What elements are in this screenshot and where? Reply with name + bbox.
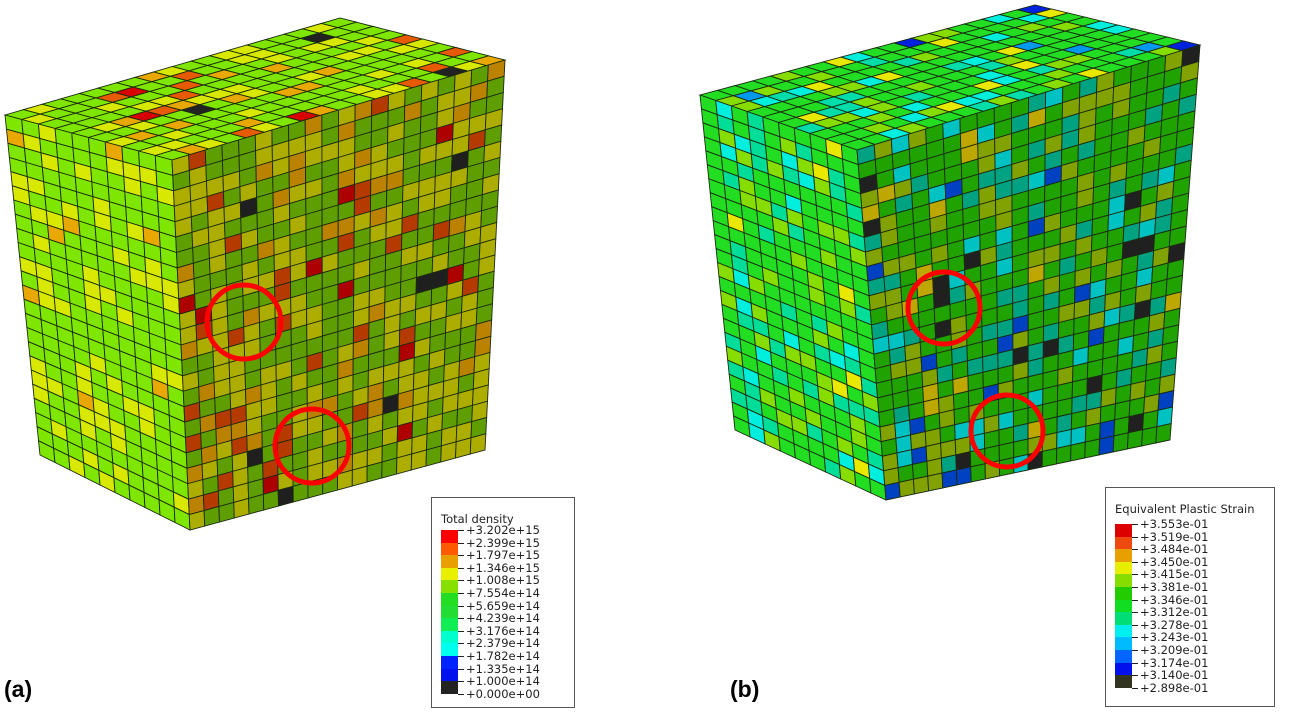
- legend-tick: [458, 605, 464, 607]
- legend-value: +3.278e-01: [1140, 617, 1209, 632]
- highlight-circle: [905, 269, 983, 347]
- legend-tick: [458, 681, 464, 683]
- legend-tick: [1132, 675, 1138, 677]
- legend-swatch: [441, 555, 458, 569]
- legend-swatch: [441, 593, 458, 607]
- legend-swatch: [441, 681, 458, 695]
- highlight-circle: [272, 406, 352, 486]
- legend-tick: [1132, 687, 1138, 689]
- legend-swatch: [1115, 675, 1132, 689]
- legend-swatch: [1115, 599, 1132, 613]
- legend-value: +5.659e+14: [466, 598, 540, 613]
- legend-value: +3.450e-01: [1140, 554, 1209, 569]
- legend-value: +1.000e+14: [466, 674, 540, 689]
- legend-value: +0.000e+00: [466, 686, 540, 701]
- highlight-circle: [968, 392, 1046, 470]
- panel-b: Equivalent Plastic Strain +3.553e-01 +3.5…: [690, 0, 1289, 713]
- legend-tick: [1132, 612, 1138, 614]
- legend-value: +2.898e-01: [1140, 680, 1209, 695]
- legend-tick: [1132, 624, 1138, 626]
- legend-value: +3.415e-01: [1140, 567, 1209, 582]
- legend-swatch: [1115, 524, 1132, 538]
- legend-value: +3.174e-01: [1140, 655, 1209, 670]
- legend-swatch: [441, 580, 458, 594]
- legend-title: Equivalent Plastic Strain: [1115, 502, 1255, 516]
- mesh-cube-total-density: [3, 17, 507, 531]
- legend-tick: [458, 530, 464, 531]
- legend-tick: [458, 618, 464, 620]
- legend-value: +3.553e-01: [1140, 517, 1209, 531]
- legend-tick: [1132, 549, 1138, 551]
- legend-value: +2.399e+15: [466, 535, 540, 550]
- legend-swatch: [1115, 650, 1132, 664]
- legend-value: +3.202e+15: [466, 523, 540, 537]
- legend-swatch: [1115, 536, 1132, 550]
- mesh-cube-equivalent-plastic-strain: [698, 4, 1202, 501]
- legend-swatch: [1115, 637, 1132, 651]
- panel-label-a: (a): [4, 676, 33, 702]
- legend-tick: [1132, 637, 1138, 639]
- legend-value: +3.484e-01: [1140, 542, 1209, 557]
- legend-swatch: [1115, 587, 1132, 601]
- legend-tick: [458, 630, 464, 632]
- legend-value: +3.381e-01: [1140, 580, 1209, 594]
- legend-value: +3.209e-01: [1140, 643, 1209, 657]
- legend-swatch: [441, 530, 458, 544]
- legend-tick: [458, 693, 464, 695]
- legend-swatch: [441, 618, 458, 632]
- legend-tick: [1132, 524, 1138, 525]
- legend-tick: [1132, 561, 1138, 563]
- legend-tick: [458, 656, 464, 657]
- legend-value: +3.243e-01: [1140, 630, 1209, 645]
- legend-tick: [1132, 587, 1138, 588]
- legend-tick: [458, 555, 464, 557]
- panel-a: Total density +3.202e+15 +2.399e+15 +1.797…: [0, 0, 600, 713]
- legend-swatch: [441, 567, 458, 581]
- legend-tick: [1132, 650, 1138, 651]
- legend-swatch: [441, 630, 458, 644]
- legend-tick: [1132, 662, 1138, 664]
- legend-swatch: [1115, 624, 1132, 638]
- legend-swatch: [441, 643, 458, 657]
- legend-tick: [458, 567, 464, 569]
- legend-value: +3.176e+14: [466, 623, 540, 638]
- legend-swatch: [1115, 574, 1132, 588]
- legend-swatch: [441, 605, 458, 619]
- legend-tick: [458, 668, 464, 670]
- legend-value: +3.519e-01: [1140, 529, 1209, 544]
- panel-label-b: (b): [730, 676, 760, 702]
- legend-value: +1.008e+15: [466, 573, 540, 588]
- legend-value: +1.797e+15: [466, 548, 540, 563]
- legend-tick: [1132, 574, 1138, 576]
- legend-total-density: Total density +3.202e+15 +2.399e+15 +1.797…: [431, 497, 575, 708]
- legend-value: +3.140e-01: [1140, 668, 1209, 683]
- legend-tick: [458, 542, 464, 544]
- legend-swatch: [1115, 561, 1132, 575]
- legend-swatch: [441, 542, 458, 556]
- legend-value: +2.379e+14: [466, 636, 540, 651]
- legend-swatch: [1115, 612, 1132, 626]
- legend-title: Total density: [441, 512, 514, 526]
- legend-value: +4.239e+14: [466, 611, 540, 626]
- legend-value: +7.554e+14: [466, 586, 540, 600]
- legend-value: +1.335e+14: [466, 661, 540, 676]
- legend-value: +3.312e-01: [1140, 605, 1209, 620]
- legend-swatch: [441, 668, 458, 682]
- legend-value: +3.346e-01: [1140, 592, 1209, 607]
- legend-tick: [458, 593, 464, 594]
- highlight-circle: [204, 282, 284, 362]
- legend-value: +1.782e+14: [466, 649, 540, 663]
- legend-tick: [458, 643, 464, 645]
- legend-tick: [1132, 599, 1138, 601]
- legend-value: +1.346e+15: [466, 560, 540, 575]
- legend-tick: [458, 580, 464, 582]
- legend-swatch: [441, 656, 458, 670]
- legend-equivalent-plastic-strain: Equivalent Plastic Strain +3.553e-01 +3.5…: [1105, 487, 1275, 707]
- legend-tick: [1132, 536, 1138, 538]
- legend-swatch: [1115, 549, 1132, 563]
- legend-swatch: [1115, 662, 1132, 676]
